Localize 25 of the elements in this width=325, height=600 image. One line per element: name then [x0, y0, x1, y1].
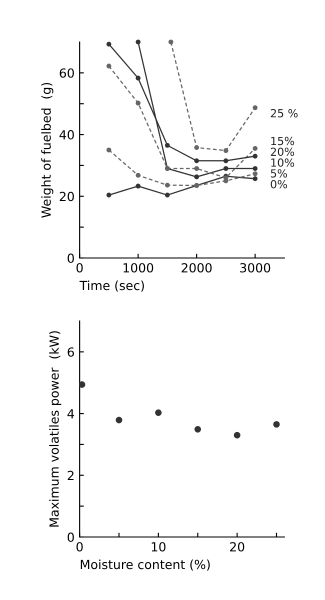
x-tick-label: 1000: [124, 263, 154, 273]
series-label: 5%: [270, 169, 288, 178]
series-label: 20%: [270, 148, 294, 156]
y-tick-label: 0: [68, 532, 74, 542]
y-tick-label: 6: [68, 347, 74, 357]
x-tick-label: 3000: [240, 263, 270, 273]
series-label: 0%: [270, 180, 288, 188]
y-tick-label: 4: [67, 409, 74, 418]
x-axis-title: Time (sec): [80, 280, 144, 292]
x-tick-label: 0: [76, 263, 83, 273]
x-tick-label: 2000: [182, 263, 212, 273]
x-tick-label: 20: [230, 542, 244, 552]
y-tick-label: 2: [68, 470, 74, 480]
x-axis-title: Moisture content (%): [80, 560, 210, 571]
y-tick-label: 60: [60, 68, 74, 78]
y-axis-title: Maximum volatiles power (kW): [49, 331, 62, 527]
y-tick-label: 20: [60, 192, 74, 202]
y-tick-label: 0: [68, 253, 74, 263]
x-tick-label: 0: [76, 542, 83, 552]
y-axis-title: Weight of fuelbed (g): [41, 82, 54, 218]
series-label: 15%: [271, 136, 294, 146]
series-label: 10%: [271, 158, 294, 167]
y-tick-label: 40: [59, 130, 74, 140]
x-tick-label: 10: [152, 542, 166, 552]
series-label: 25 %: [270, 109, 298, 118]
